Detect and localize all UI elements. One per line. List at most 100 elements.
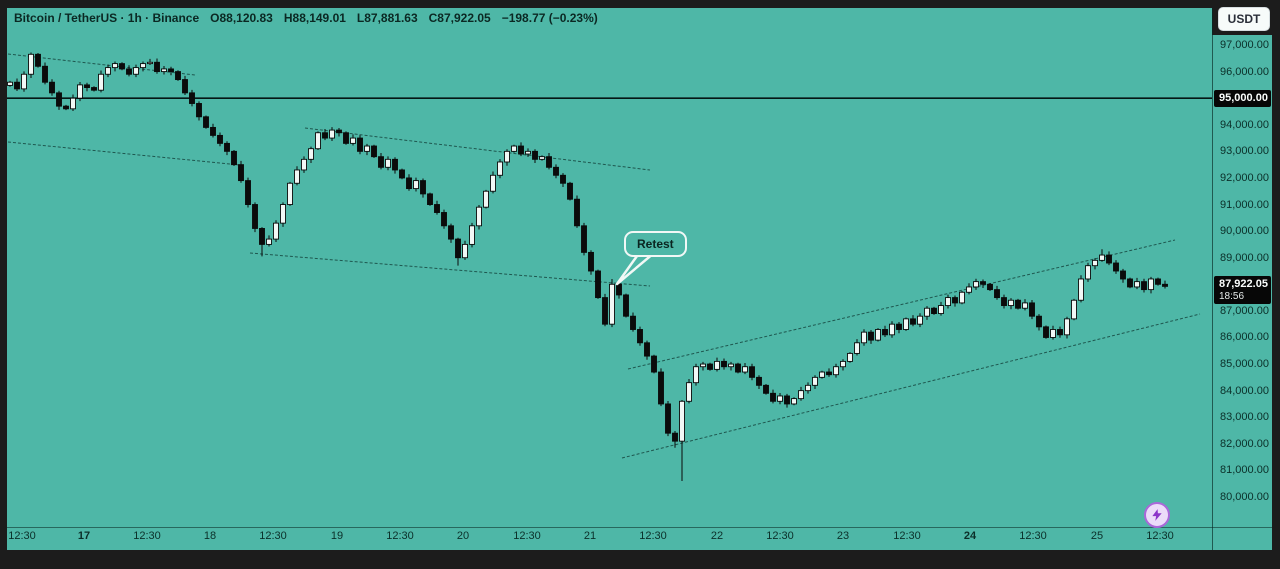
candle bbox=[805, 384, 811, 392]
time-tick-label: 19 bbox=[330, 530, 344, 542]
descending-channel-2-upper[interactable] bbox=[304, 127, 651, 171]
currency-toggle-button[interactable]: USDT bbox=[1218, 7, 1270, 31]
time-tick-label: 12:30 bbox=[133, 530, 161, 542]
candle bbox=[784, 395, 790, 405]
time-tick-label: 12:30 bbox=[639, 530, 667, 542]
price-tick-label: 90,000.00 bbox=[1220, 225, 1269, 238]
candle bbox=[147, 61, 153, 65]
ascending-channel-lower[interactable] bbox=[621, 313, 1201, 459]
candle bbox=[217, 134, 223, 144]
descending-channel-1-lower[interactable] bbox=[7, 141, 241, 166]
candle bbox=[770, 392, 776, 402]
candle bbox=[1001, 297, 1007, 307]
candle bbox=[728, 363, 734, 368]
candle bbox=[609, 283, 615, 325]
ohlc-high: H88,149.01 bbox=[283, 11, 346, 25]
candle bbox=[1113, 262, 1119, 272]
candle bbox=[630, 315, 636, 330]
candle bbox=[357, 137, 363, 152]
candle bbox=[35, 53, 41, 67]
candle bbox=[518, 145, 524, 155]
symbol-title[interactable]: Bitcoin / TetherUS · 1h · Binance bbox=[14, 11, 200, 25]
candle bbox=[126, 68, 132, 75]
candle bbox=[7, 81, 13, 86]
candle bbox=[301, 158, 307, 171]
candle bbox=[1085, 265, 1091, 280]
candle bbox=[749, 366, 755, 378]
candle bbox=[966, 286, 972, 293]
last-price-label: 87,922.05 18:56 bbox=[1214, 276, 1271, 305]
window-frame-right bbox=[1272, 0, 1280, 569]
candle bbox=[1148, 278, 1154, 291]
candle bbox=[889, 323, 895, 336]
time-tick-label: 21 bbox=[583, 530, 597, 542]
trendline-drawings[interactable] bbox=[7, 53, 1201, 459]
candle bbox=[308, 148, 314, 160]
candle bbox=[714, 360, 720, 370]
candle bbox=[413, 180, 419, 190]
candle bbox=[707, 363, 713, 370]
candle bbox=[1015, 299, 1021, 309]
candle bbox=[581, 225, 587, 253]
candle bbox=[987, 283, 993, 291]
price-tick-label: 81,000.00 bbox=[1220, 464, 1269, 477]
candle bbox=[567, 182, 573, 200]
time-tick-label: 12:30 bbox=[386, 530, 414, 542]
candle bbox=[735, 363, 741, 373]
candle bbox=[700, 363, 706, 368]
candle bbox=[448, 225, 454, 240]
candle bbox=[854, 342, 860, 354]
candle bbox=[385, 158, 391, 168]
candle bbox=[511, 145, 517, 152]
candle bbox=[679, 400, 685, 442]
price-tick-label: 93,000.00 bbox=[1220, 145, 1269, 158]
candle bbox=[826, 371, 832, 376]
candle bbox=[1022, 302, 1028, 309]
candle bbox=[868, 331, 874, 341]
candle bbox=[70, 97, 76, 110]
price-tick-label: 89,000.00 bbox=[1220, 251, 1269, 264]
candle bbox=[931, 307, 937, 314]
candle bbox=[994, 289, 1000, 299]
candle bbox=[875, 329, 881, 341]
price-tick-label: 82,000.00 bbox=[1220, 437, 1269, 450]
candle bbox=[945, 297, 951, 307]
last-price-value: 87,922.05 bbox=[1219, 278, 1268, 291]
retest-callout[interactable]: Retest bbox=[624, 231, 687, 257]
candle bbox=[364, 145, 370, 152]
candle bbox=[343, 132, 349, 144]
time-tick-label: 18 bbox=[203, 530, 217, 542]
candle bbox=[637, 329, 643, 344]
candle bbox=[154, 61, 160, 73]
candle bbox=[1071, 299, 1077, 320]
candle bbox=[105, 67, 111, 75]
candle bbox=[329, 129, 335, 139]
candle bbox=[1162, 283, 1168, 287]
time-tick-label: 22 bbox=[710, 530, 724, 542]
price-tick-label: 84,000.00 bbox=[1220, 384, 1269, 397]
price-tick-label: 87,000.00 bbox=[1220, 304, 1269, 317]
candle bbox=[210, 126, 216, 136]
candle bbox=[245, 180, 251, 205]
candle bbox=[693, 366, 699, 384]
candle bbox=[973, 281, 979, 288]
quick-trade-button[interactable] bbox=[1144, 502, 1170, 528]
candle bbox=[1008, 299, 1014, 307]
descending-channel-2-lower[interactable] bbox=[249, 252, 651, 287]
candle bbox=[497, 161, 503, 176]
candle bbox=[1050, 329, 1056, 338]
time-axis-separator bbox=[7, 527, 1272, 528]
time-scale[interactable]: 12:30 17 12:30 18 12:30 19 12:30 20 12:30 21 12:30… bbox=[0, 530, 1272, 550]
ascending-channel-upper[interactable] bbox=[627, 239, 1176, 370]
time-tick-label: 12:30 bbox=[1019, 530, 1047, 542]
candle bbox=[756, 376, 762, 386]
time-tick-label: 12:30 bbox=[259, 530, 287, 542]
candle bbox=[462, 243, 468, 259]
ohlc-close: C87,922.05 bbox=[428, 11, 491, 25]
price-scale[interactable]: 95,000.00 87,922.05 18:56 97,000.00 96,00… bbox=[1213, 0, 1272, 569]
candle bbox=[63, 105, 69, 110]
price-level-label-95000: 95,000.00 bbox=[1214, 89, 1271, 107]
candle bbox=[819, 371, 825, 378]
